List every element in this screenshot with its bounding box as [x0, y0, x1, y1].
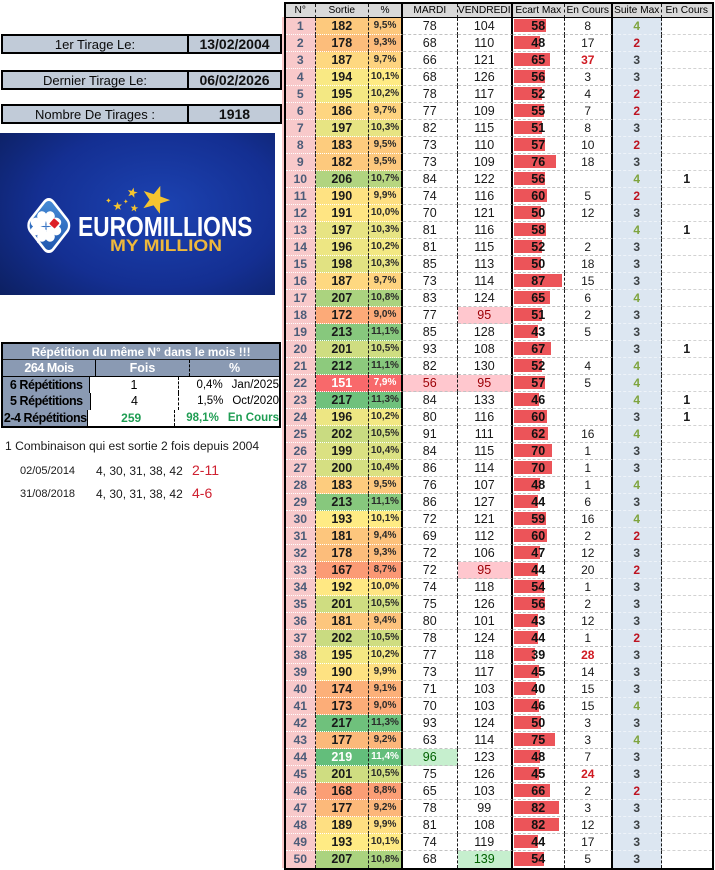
- svg-text:MY MILLION: MY MILLION: [110, 236, 222, 255]
- svg-text:EUROMILLIONS: EUROMILLIONS: [78, 211, 253, 242]
